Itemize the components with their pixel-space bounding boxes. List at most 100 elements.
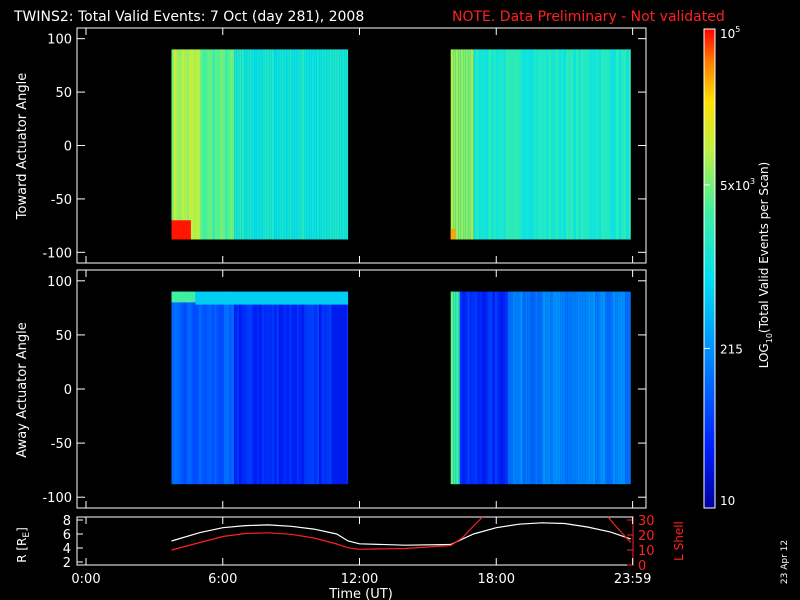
heatmap-column (581, 49, 584, 240)
heatmap-column (289, 291, 292, 485)
heatmap-column (498, 49, 502, 240)
heatmap-column (254, 49, 257, 240)
heatmap-column (254, 291, 257, 485)
heatmap-column (316, 291, 320, 485)
heatmap-column (458, 291, 460, 485)
heatmap-column (211, 291, 215, 485)
heatmap-column (264, 49, 267, 240)
heatmap-column (339, 291, 342, 485)
figure-title: TWINS2: Total Valid Events: 7 Oct (day 2… (13, 9, 364, 25)
heatmap-column (189, 291, 192, 485)
heatmap-column (527, 291, 531, 485)
heatmap-column (487, 291, 490, 485)
x-tick-label: 23:59 (614, 572, 651, 587)
heatmap-column (294, 49, 297, 240)
heatmap-column (464, 291, 468, 485)
heatmap-column (553, 49, 557, 240)
heatmap-column (462, 291, 465, 485)
heatmap-column (481, 49, 484, 240)
heatmap-column (334, 49, 337, 240)
heatmap-column (234, 49, 237, 240)
heatmap-column (572, 291, 576, 485)
time-axis: 0:00 6:00 12:00 18:00 23:59 (71, 28, 651, 587)
heatmap-column (200, 49, 203, 240)
heatmap-column (525, 291, 528, 485)
heatmap-column (555, 291, 558, 485)
heatmap-column (299, 291, 302, 485)
y-tick-label: 0 (64, 383, 72, 398)
heatmap-band (171, 291, 196, 303)
heatmap-column (597, 291, 601, 485)
heatmap-column (311, 49, 315, 240)
heatmap-column (477, 291, 480, 485)
heatmap-column (575, 291, 578, 485)
heatmap-column (521, 49, 524, 240)
heatmap-column (205, 49, 208, 240)
x-tick-label: 0:00 (71, 572, 100, 587)
heatmap-column (346, 291, 349, 485)
heatmap-column (306, 49, 310, 240)
heatmap-column (537, 291, 541, 485)
heatmap-column (269, 49, 272, 240)
heatmap-column (484, 291, 488, 485)
heatmap-column (582, 291, 586, 485)
heatmap-column (522, 291, 526, 485)
heatmap-column (261, 291, 265, 485)
heatmap-column (212, 49, 216, 240)
heatmap-column (450, 49, 454, 240)
heatmap-column (472, 291, 475, 485)
heatmap-column (314, 49, 317, 240)
r-tick-label: 8 (63, 514, 71, 529)
heatmap-column (546, 49, 549, 240)
heatmap-column (222, 49, 226, 240)
heatmap-column (511, 49, 514, 240)
heatmap-column (591, 49, 594, 240)
heatmap-column (623, 49, 627, 240)
heatmap-column (232, 49, 235, 240)
heatmap-column (528, 49, 532, 240)
heatmap-column (244, 291, 247, 485)
r-distance-line (171, 522, 631, 546)
heatmap-column (453, 291, 456, 485)
heatmap-column (284, 291, 287, 485)
heatmap-column (496, 49, 499, 240)
heatmap-column (181, 291, 185, 485)
heatmap-column (606, 49, 609, 240)
heatmap-column (174, 49, 177, 240)
heatmap-column (593, 49, 597, 240)
heatmap-column (214, 291, 217, 485)
x-tick-label: 12:00 (341, 572, 378, 587)
heatmap-column (515, 291, 518, 485)
heatmap-column (587, 291, 591, 485)
heatmap-column (239, 49, 242, 240)
heatmap-column (241, 291, 245, 485)
time-axis-label: Time (UT) (328, 587, 393, 600)
heatmap-column (274, 291, 277, 485)
lshell-tick-label: 10 (638, 544, 655, 559)
heatmap-column (286, 49, 290, 240)
heatmap-column (319, 291, 322, 485)
heatmap-column (590, 291, 593, 485)
heatmap-column (244, 49, 247, 240)
heatmap-column (626, 49, 629, 240)
heatmap-column (478, 49, 482, 240)
heatmap-column (507, 291, 511, 485)
heatmap-column (517, 291, 521, 485)
heatmap-column (329, 49, 332, 240)
heatmap-column (291, 49, 295, 240)
colorbar-label: LOG10(Total Valid Events per Scan) (757, 162, 774, 369)
heatmap-column (289, 49, 292, 240)
heatmap-column (611, 49, 614, 240)
heatmap-hotspot (171, 220, 191, 240)
r-tick-label: 4 (63, 542, 71, 557)
heatmap-column (578, 49, 582, 240)
heatmap-column (603, 49, 607, 240)
heatmap-column (284, 49, 287, 240)
heatmap-column (276, 291, 280, 485)
heatmap-column (304, 49, 307, 240)
heatmap-column (326, 291, 330, 485)
heatmap-column (234, 291, 237, 485)
heatmap-column (518, 49, 522, 240)
heatmap-column (502, 291, 505, 485)
